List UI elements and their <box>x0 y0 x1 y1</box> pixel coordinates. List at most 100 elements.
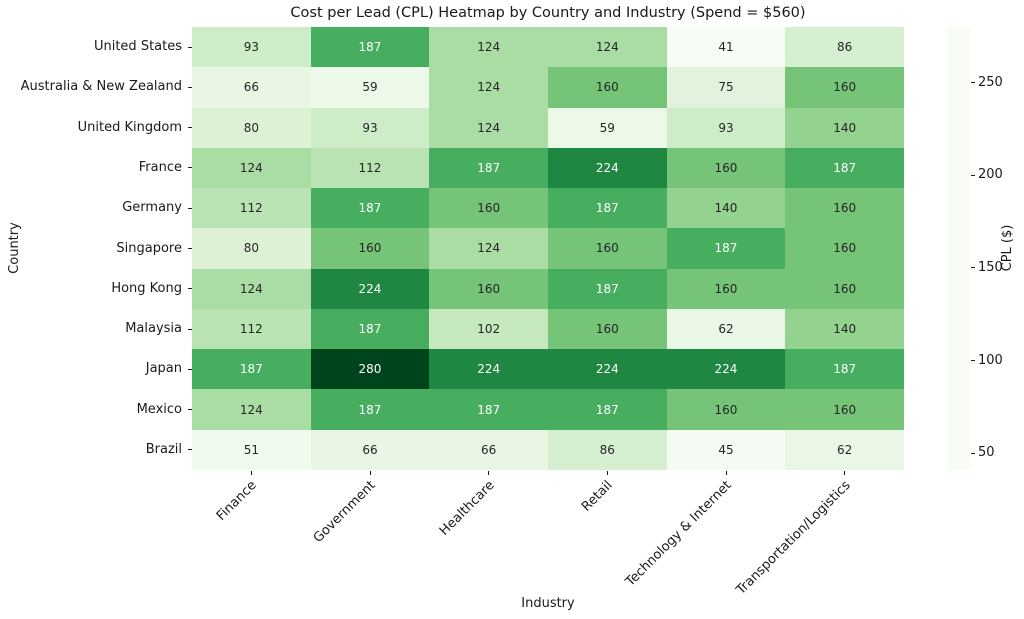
colorbar-tick-mark <box>970 174 975 176</box>
heatmap-cell: 187 <box>310 27 430 68</box>
heatmap-cell: 86 <box>547 429 667 470</box>
y-tick-label: Singapore <box>116 240 182 256</box>
heatmap-cell: 160 <box>785 188 904 229</box>
y-tick-label: Mexico <box>136 401 182 417</box>
heatmap-cell: 62 <box>785 429 904 470</box>
heatmap-cell: 124 <box>429 67 548 108</box>
heatmap-cell: 51 <box>192 429 311 470</box>
x-tick-mark <box>250 470 252 475</box>
colorbar-tick-mark <box>970 452 975 454</box>
heatmap-cell: 86 <box>785 27 904 68</box>
y-tick-mark <box>187 328 192 330</box>
heatmap-cell: 124 <box>192 389 311 430</box>
heatmap-cell: 187 <box>547 268 667 309</box>
heatmap-cell: 80 <box>192 228 311 269</box>
colorbar-tick-label: 250 <box>978 74 1003 90</box>
heatmap-cell: 187 <box>429 147 548 189</box>
colorbar-gradient <box>948 27 970 470</box>
heatmap-cell: 59 <box>547 107 667 148</box>
x-axis-title: Industry <box>521 596 575 611</box>
heatmap-cell: 187 <box>429 389 548 430</box>
heatmap-cell: 224 <box>429 349 548 390</box>
heatmap-cell: 93 <box>666 107 786 148</box>
heatmap-cell: 62 <box>666 308 786 350</box>
heatmap-cell: 187 <box>310 389 430 430</box>
y-tick-mark <box>187 46 192 48</box>
heatmap-cell: 124 <box>192 147 311 189</box>
heatmap-cell: 160 <box>785 268 904 309</box>
y-tick-mark <box>187 86 192 88</box>
colorbar-tick-label: 150 <box>978 259 1003 275</box>
y-tick-mark <box>187 288 192 290</box>
heatmap-cell: 187 <box>547 188 667 229</box>
x-tick-mark <box>725 470 727 475</box>
y-tick-label: Australia & New Zealand <box>20 79 182 95</box>
heatmap-cell: 224 <box>547 147 667 189</box>
y-tick-label: Germany <box>122 200 182 216</box>
heatmap-cell: 41 <box>666 27 786 68</box>
y-tick-mark <box>187 409 192 411</box>
heatmap-cell: 124 <box>547 27 667 68</box>
y-tick-label: United States <box>93 39 182 55</box>
heatmap-grid: 93 187 124 124 41 86 66 59 124 160 75 160 80 93 124 59 9… <box>192 27 904 470</box>
heatmap-cell: 80 <box>192 107 311 148</box>
heatmap-cell: 59 <box>310 67 430 108</box>
heatmap-cell: 160 <box>666 147 786 189</box>
heatmap-cell: 160 <box>666 268 786 309</box>
heatmap-cell: 224 <box>310 268 430 309</box>
heatmap-cell: 140 <box>785 308 904 350</box>
heatmap-cell: 66 <box>310 429 430 470</box>
heatmap-cell: 187 <box>547 389 667 430</box>
colorbar-tick-mark <box>970 267 975 269</box>
y-tick-label: Brazil <box>145 441 182 457</box>
colorbar-title: CPL ($) <box>1000 224 1015 272</box>
chart-title: Cost per Lead (CPL) Heatmap by Country a… <box>290 5 806 21</box>
heatmap-cell: 45 <box>666 429 786 470</box>
heatmap-cell: 93 <box>192 27 311 68</box>
heatmap-cell: 224 <box>547 349 667 390</box>
heatmap-cell: 160 <box>429 188 548 229</box>
heatmap-cell: 187 <box>666 228 786 269</box>
heatmap-cell: 187 <box>785 147 904 189</box>
heatmap-cell: 160 <box>310 228 430 269</box>
heatmap-cell: 112 <box>310 147 430 189</box>
heatmap-cell: 140 <box>785 107 904 148</box>
heatmap-cell: 187 <box>192 349 311 390</box>
colorbar-tick-mark <box>970 82 975 84</box>
heatmap-cell: 112 <box>192 308 311 350</box>
y-tick-label: Japan <box>145 361 182 377</box>
heatmap-cell: 75 <box>666 67 786 108</box>
y-axis-title: Country <box>7 222 22 274</box>
heatmap-cell: 160 <box>429 268 548 309</box>
heatmap-cell: 160 <box>785 389 904 430</box>
x-tick-mark <box>606 470 608 475</box>
heatmap-cell: 160 <box>547 67 667 108</box>
y-tick-label: Malaysia <box>125 321 182 337</box>
heatmap-cell: 102 <box>429 308 548 350</box>
heatmap-cell: 187 <box>310 308 430 350</box>
heatmap-cell: 160 <box>666 389 786 430</box>
y-tick-mark <box>187 207 192 209</box>
y-tick-mark <box>187 248 192 249</box>
heatmap-cell: 124 <box>429 228 548 269</box>
heatmap-cell: 187 <box>310 188 430 229</box>
heatmap-cell: 160 <box>785 67 904 108</box>
heatmap-cell: 124 <box>429 107 548 148</box>
x-tick-mark <box>488 470 490 475</box>
heatmap-cell: 140 <box>666 188 786 229</box>
y-tick-mark <box>187 127 192 129</box>
heatmap-cell: 66 <box>429 429 548 470</box>
colorbar-tick-label: 100 <box>978 352 1003 368</box>
heatmap-cell: 124 <box>192 268 311 309</box>
heatmap-cell: 124 <box>429 27 548 68</box>
y-tick-label: Hong Kong <box>111 280 182 296</box>
colorbar-tick-label: 200 <box>978 167 1003 183</box>
heatmap-cell: 160 <box>547 308 667 350</box>
y-tick-label: France <box>138 159 182 175</box>
y-tick-mark <box>187 167 192 169</box>
x-tick-mark <box>369 470 371 475</box>
y-tick-mark <box>187 449 192 451</box>
colorbar-tick-mark <box>970 360 975 362</box>
x-tick-mark <box>844 470 846 475</box>
y-tick-label: United Kingdom <box>77 119 182 135</box>
